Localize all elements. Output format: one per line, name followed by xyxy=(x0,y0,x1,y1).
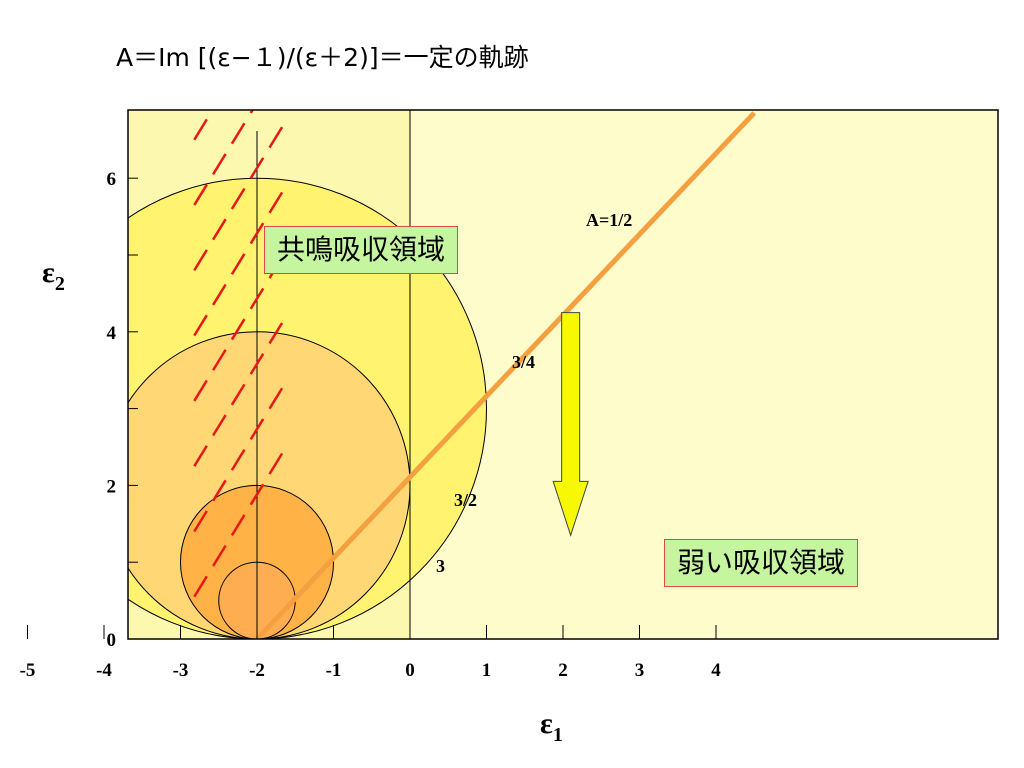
y-tick-label: 2 xyxy=(107,476,117,497)
x-tick-label: -2 xyxy=(249,660,265,681)
x-tick-label: -5 xyxy=(20,660,36,681)
x-tick-label: -3 xyxy=(173,660,189,681)
x-tick-label: 0 xyxy=(405,660,415,681)
weak-absorption-region-label: 弱い吸収領域 xyxy=(664,539,859,587)
resonance-dashed-line xyxy=(193,381,288,533)
x-axis-label: ε1 xyxy=(540,707,563,746)
resonance-dashed-line xyxy=(193,119,288,272)
circle-label: 3/2 xyxy=(454,490,477,510)
x-tick-label: 4 xyxy=(711,660,721,681)
down-arrow-icon xyxy=(552,312,589,537)
x-tick-label: -4 xyxy=(96,660,112,681)
y-tick-label: 0 xyxy=(107,630,117,651)
x-tick-label: 2 xyxy=(558,660,568,681)
circle-label: 3 xyxy=(436,556,445,576)
resonance-dashed-line xyxy=(193,250,288,402)
x-tick-label: 3 xyxy=(635,660,645,681)
x-tick-label: -1 xyxy=(326,660,342,681)
resonance-absorption-region-label: 共鳴吸収領域 xyxy=(264,226,459,274)
page-title: A＝Im [(ε−１)/(ε＋2)]＝一定の軌跡 xyxy=(116,43,529,72)
x-tick-label: 1 xyxy=(482,660,492,681)
orange-locus-line xyxy=(255,111,757,639)
resonance-dashed-line xyxy=(193,110,255,206)
resonance-dashed-line xyxy=(193,185,288,337)
y-axis-label: ε2 xyxy=(42,256,65,295)
resonance-dashed-line xyxy=(193,315,288,467)
resonance-dashed-line xyxy=(193,446,288,598)
y-tick-label: 6 xyxy=(107,169,117,190)
circle-label: 3/4 xyxy=(512,352,535,372)
circle-label: A=1/2 xyxy=(586,210,632,230)
clipped-marks xyxy=(128,110,757,639)
y-tick-label: 4 xyxy=(107,323,117,344)
